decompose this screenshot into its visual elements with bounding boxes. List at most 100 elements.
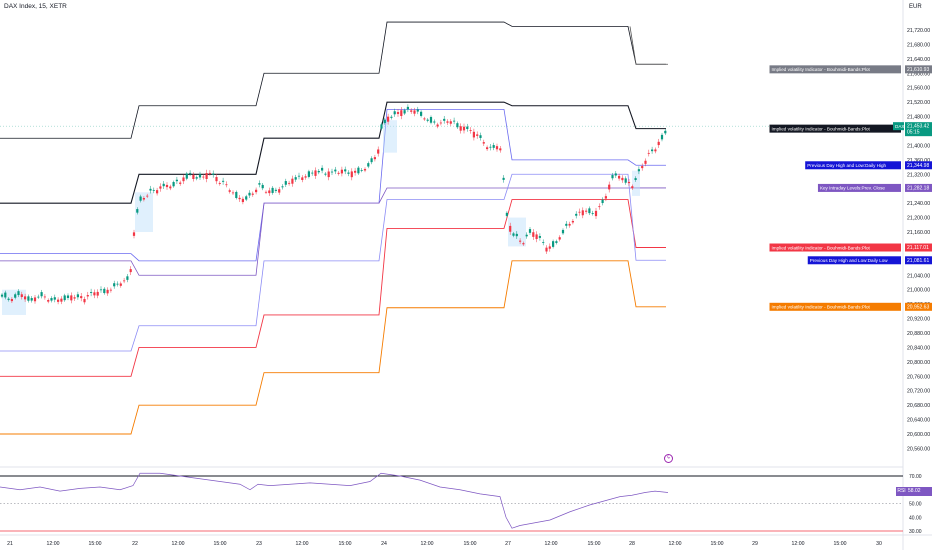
candle-body: [228, 190, 231, 192]
candle-body: [396, 112, 400, 114]
candle-body: [604, 196, 607, 199]
candle-body: [466, 126, 469, 130]
candle-body: [238, 197, 241, 200]
candle-body: [284, 181, 287, 185]
candle-body: [50, 298, 53, 301]
candle-body: [271, 187, 274, 193]
candle-body: [479, 135, 482, 138]
y-tick-label: 21,240.00: [907, 201, 930, 207]
candle-body: [175, 179, 178, 182]
x-tick-label: 15:00: [711, 541, 724, 547]
x-tick-label: 15:00: [89, 541, 102, 547]
price-label-value: 21,344.98: [907, 163, 929, 169]
y-tick-label: 20,600.00: [907, 432, 930, 438]
y-tick-label: 21,200.00: [907, 216, 930, 222]
x-tick-label: 28: [629, 541, 635, 547]
candle-body: [294, 177, 297, 180]
candle-body: [436, 124, 439, 127]
candle-body: [7, 298, 10, 300]
price-label-name-box: [769, 65, 901, 74]
candle-body: [255, 189, 258, 193]
candle-body: [129, 269, 132, 273]
candle-body: [76, 294, 79, 298]
candle-body: [558, 237, 561, 240]
candle-body: [185, 173, 188, 179]
candle-body: [598, 206, 601, 208]
candle-body: [393, 111, 396, 115]
candle-body: [482, 142, 485, 144]
x-tick-label: 12:00: [669, 541, 682, 547]
x-tick-label: 12:00: [545, 541, 558, 547]
candle-body: [53, 297, 56, 300]
chart-title: DAX Index, 15, XETR: [4, 3, 67, 10]
candle-body: [621, 177, 624, 181]
candle-body: [225, 184, 228, 186]
candle-body: [660, 134, 664, 140]
series-iv-mid: [0, 101, 666, 204]
y-tick-label: 21,520.00: [907, 100, 930, 106]
candle-body: [548, 246, 551, 249]
candle-body: [459, 126, 462, 131]
candle-body: [509, 225, 512, 232]
candle-body: [40, 292, 43, 297]
candle-body: [205, 173, 208, 179]
candle-body: [337, 172, 340, 174]
series-pdh: [0, 108, 666, 262]
price-label-value-box: [905, 161, 932, 170]
candle-body: [641, 166, 644, 169]
x-tick-label: 12:00: [792, 541, 805, 547]
candle-body: [215, 177, 218, 182]
candle-body: [195, 177, 198, 179]
candle-body: [179, 182, 182, 184]
candle-body: [443, 118, 446, 121]
candle-body: [555, 241, 558, 243]
y-tick-label: 20,880.00: [907, 331, 930, 337]
candle-body: [492, 145, 495, 148]
y-tick-label: 21,600.00: [907, 71, 930, 77]
y-tick-label: 20,720.00: [907, 389, 930, 395]
price-label-name: Previous Day High and Low:Daily High: [807, 163, 886, 168]
candle-body: [624, 178, 627, 183]
x-tick-label: 24: [381, 541, 387, 547]
candle-body: [552, 241, 555, 247]
candle-body: [350, 171, 353, 178]
price-label-name: Implied volatility Indicator - Bouhmidi-…: [772, 245, 871, 250]
candle-body: [109, 289, 112, 291]
x-tick-label: 15:00: [834, 541, 847, 547]
candle-body: [575, 213, 578, 216]
candle-body: [169, 186, 172, 189]
candle-body: [126, 276, 129, 280]
candle-body: [57, 299, 60, 302]
rsi-value-badge: 58.02: [907, 487, 932, 496]
candle-body: [380, 124, 383, 129]
candle-body: [307, 171, 310, 177]
y-tick-label: 21,720.00: [907, 28, 930, 34]
candle-body: [406, 106, 409, 110]
candle-body: [651, 149, 654, 152]
lightning-icon[interactable]: ϟ: [664, 454, 673, 463]
candle-body: [591, 213, 594, 214]
candle-body: [149, 188, 152, 191]
candle-body: [192, 174, 195, 179]
candle-body: [367, 163, 370, 167]
candle-body: [212, 173, 215, 175]
candle-body: [637, 169, 640, 172]
price-label-name-box: [769, 302, 901, 311]
candle-body: [317, 170, 320, 173]
candle-body: [20, 294, 23, 298]
y-tick-label: 20,920.00: [907, 317, 930, 323]
x-tick-label: 15:00: [464, 541, 477, 547]
candle-body: [654, 149, 657, 152]
y-tick-label: 21,640.00: [907, 57, 930, 63]
candle-body: [535, 234, 538, 240]
candle-body: [528, 229, 532, 233]
candle-body: [106, 289, 109, 294]
candle-body: [142, 198, 145, 200]
candle-body: [505, 212, 508, 216]
candle-body: [423, 118, 426, 120]
x-tick-label: 15:00: [339, 541, 352, 547]
candle-body: [657, 141, 660, 146]
x-tick-label: 27: [505, 541, 511, 547]
candle-body: [330, 171, 334, 173]
